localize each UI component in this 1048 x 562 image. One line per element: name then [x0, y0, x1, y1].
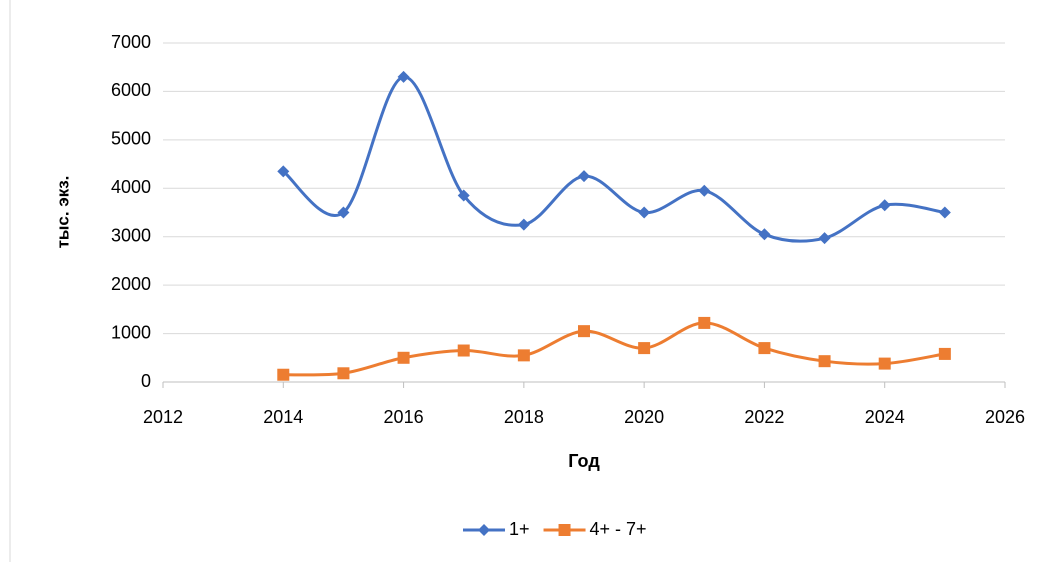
data-point: [698, 184, 711, 197]
x-tick-label: 2024: [865, 407, 905, 427]
y-tick-label: 2000: [111, 274, 151, 294]
legend-label: 4+ - 7+: [590, 519, 647, 539]
data-point: [638, 342, 651, 355]
data-point: [578, 325, 590, 338]
x-tick-label: 2020: [624, 407, 664, 427]
legend-marker: [478, 524, 490, 536]
y-tick-label: 4000: [111, 177, 151, 197]
y-tick-label: 3000: [111, 225, 151, 245]
data-point: [698, 316, 711, 329]
x-tick-label: 2018: [504, 407, 544, 427]
data-point: [337, 206, 350, 219]
y-tick-label: 5000: [111, 129, 151, 149]
data-point: [397, 351, 410, 364]
data-point: [517, 349, 530, 362]
data-point: [878, 357, 891, 370]
y-tick-label: 7000: [111, 32, 151, 52]
x-tick-label: 2016: [384, 407, 424, 427]
data-point: [758, 228, 771, 241]
x-tick-label: 2022: [744, 407, 784, 427]
y-tick-label: 0: [141, 371, 151, 391]
data-point: [457, 189, 470, 202]
data-point: [818, 232, 831, 245]
data-point: [457, 344, 470, 357]
y-axis-title: тыс. экз.: [53, 176, 72, 249]
x-tick-label: 2026: [985, 407, 1025, 427]
x-axis-title: Год: [568, 451, 600, 471]
data-point: [878, 199, 891, 212]
data-point: [938, 206, 951, 219]
y-tick-label: 6000: [111, 80, 151, 100]
x-tick-label: 2014: [263, 407, 303, 427]
data-point: [277, 368, 290, 381]
y-tick-label: 1000: [111, 322, 151, 342]
data-point: [337, 367, 350, 380]
x-tick-label: 2012: [143, 407, 183, 427]
legend-label: 1+: [509, 519, 530, 539]
data-point: [818, 355, 831, 368]
legend-marker: [558, 524, 571, 536]
data-point: [397, 70, 410, 83]
data-point: [517, 218, 530, 231]
data-point: [938, 347, 951, 360]
data-point: [758, 342, 771, 355]
data-point: [578, 170, 590, 183]
data-point: [638, 206, 651, 219]
data-point: [277, 165, 290, 178]
